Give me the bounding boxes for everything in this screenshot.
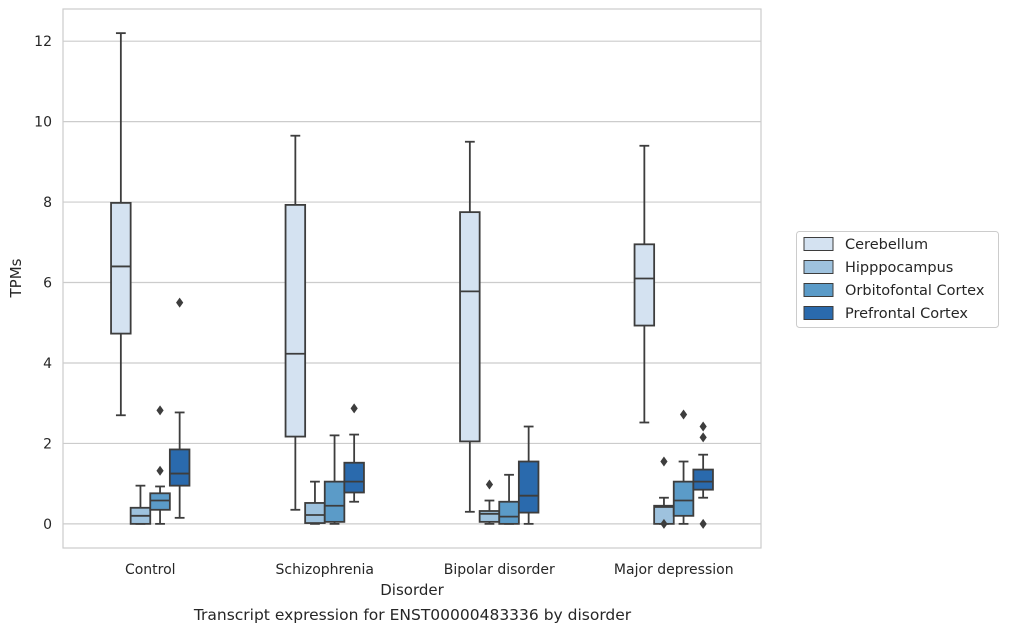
outlier-point <box>699 518 707 529</box>
outlier-point <box>350 403 358 414</box>
box-hipppocampus-1 <box>304 480 326 525</box>
box-hipppocampus-0 <box>129 484 152 525</box>
iqr-box <box>304 502 326 524</box>
iqr-box <box>149 492 171 511</box>
box-series <box>110 32 714 529</box>
iqr-box <box>478 510 501 523</box>
box-hipppocampus-2 <box>478 479 501 525</box>
outlier-point <box>699 421 707 432</box>
outlier-point <box>660 518 668 529</box>
legend-frame <box>796 231 999 328</box>
outlier-point <box>485 479 494 490</box>
box-prefrontal-cortex-1 <box>343 403 365 503</box>
outlier-point <box>156 465 164 476</box>
iqr-box <box>459 211 481 443</box>
y-tick-label: 4 <box>43 356 52 372</box>
plot-frame <box>62 8 762 549</box>
box-hipppocampus-3 <box>653 456 675 529</box>
iqr-box <box>692 468 714 491</box>
box-prefrontal-cortex-3 <box>692 421 714 529</box>
x-tick-label: Major depression <box>614 562 734 578</box>
iqr-box <box>110 201 132 335</box>
outlier-point <box>699 432 707 443</box>
legend-swatch <box>803 306 834 320</box>
box-orbitofontal-cortex-1 <box>323 434 346 525</box>
iqr-box <box>517 460 540 514</box>
x-tick-labels: Control Schizophrenia Bipolar disorder Majo… <box>125 562 734 578</box>
box-cerebellum-1 <box>284 134 307 511</box>
box-orbitofontal-cortex-2 <box>498 473 520 525</box>
legend-swatch <box>803 260 834 274</box>
legend-label: Prefrontal Cortex <box>845 306 968 322</box>
box-cerebellum-0 <box>110 32 132 417</box>
legend-label: Hipppocampus <box>845 260 953 276</box>
outlier-point <box>679 409 688 420</box>
y-tick-label: 12 <box>34 34 52 50</box>
x-tick-label: Control <box>125 562 176 578</box>
y-tick-label: 10 <box>34 115 52 131</box>
box-cerebellum-3 <box>633 144 656 424</box>
y-tick-label: 8 <box>43 195 52 211</box>
legend-swatch <box>803 283 834 297</box>
box-cerebellum-2 <box>459 140 481 513</box>
outlier-point <box>156 405 164 416</box>
x-tick-label: Bipolar disorder <box>444 562 555 578</box>
y-tick-label: 0 <box>43 517 52 533</box>
chart-caption: Transcript expression for ENST0000048333… <box>193 606 632 624</box>
box-prefrontal-cortex-0 <box>168 297 191 519</box>
x-tick-label: Schizophrenia <box>276 562 374 578</box>
box-orbitofontal-cortex-0 <box>149 405 171 525</box>
iqr-box <box>498 500 520 525</box>
y-axis-label: TPMs <box>7 258 25 298</box>
legend-label: Orbitofontal Cortex <box>845 283 985 299</box>
y-tick-label: 2 <box>43 436 52 452</box>
box-orbitofontal-cortex-3 <box>672 409 695 525</box>
grid-lines <box>63 40 761 525</box>
iqr-box <box>284 203 307 438</box>
legend: Cerebellum Hipppocampus Orbitofontal Corte… <box>796 231 999 328</box>
outlier-point <box>176 297 184 308</box>
outlier-point <box>660 456 668 467</box>
iqr-box <box>672 480 695 517</box>
y-tick-labels: 0 2 4 6 8 10 12 <box>34 34 52 533</box>
y-tick-label: 6 <box>43 276 52 292</box>
iqr-box <box>323 480 346 523</box>
iqr-box <box>168 448 191 487</box>
iqr-box <box>633 243 656 327</box>
legend-swatch <box>803 237 834 251</box>
box-prefrontal-cortex-2 <box>517 425 540 525</box>
iqr-box <box>343 461 365 494</box>
legend-label: Cerebellum <box>845 237 928 253</box>
x-axis-label: Disorder <box>380 581 444 599</box>
